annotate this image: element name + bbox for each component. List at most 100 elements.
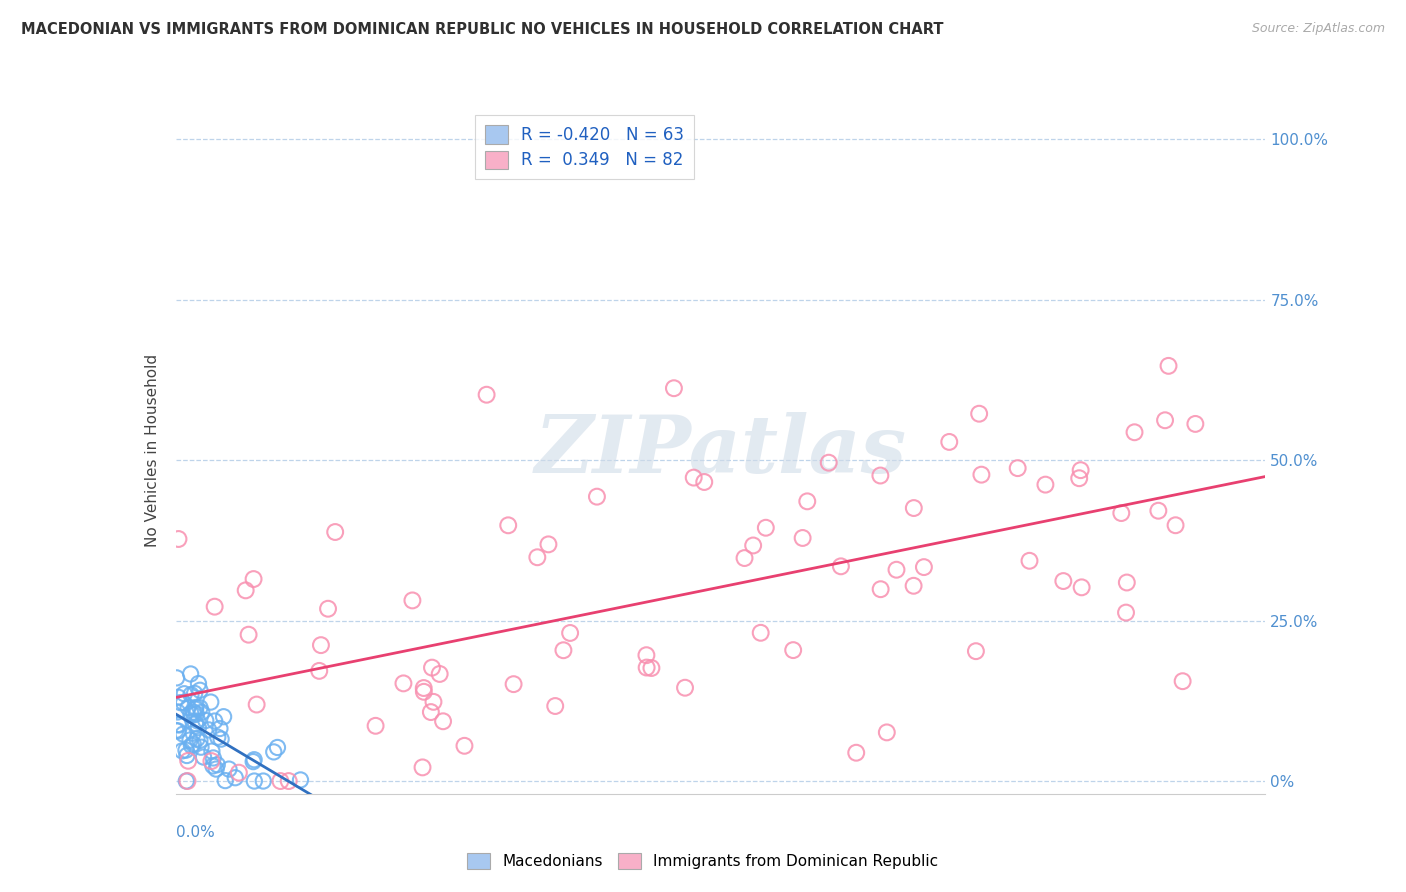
Point xyxy=(188,683,211,698)
Point xyxy=(967,407,990,421)
Point xyxy=(212,709,235,723)
Point xyxy=(1069,471,1091,485)
Point xyxy=(1123,425,1146,440)
Point xyxy=(165,723,187,738)
Point xyxy=(174,743,197,757)
Point xyxy=(166,671,188,685)
Point xyxy=(167,723,190,738)
Point xyxy=(197,723,219,737)
Point xyxy=(190,706,212,720)
Point xyxy=(187,676,209,690)
Point xyxy=(316,601,339,615)
Point xyxy=(792,531,814,545)
Point xyxy=(876,725,898,739)
Point xyxy=(187,714,209,728)
Point xyxy=(172,744,194,758)
Point xyxy=(693,475,716,489)
Point xyxy=(845,746,868,760)
Point xyxy=(970,467,993,482)
Point xyxy=(181,726,204,740)
Point xyxy=(1157,359,1180,373)
Point xyxy=(636,660,658,674)
Point xyxy=(224,771,246,785)
Point xyxy=(1171,674,1194,689)
Text: ZIPatlas: ZIPatlas xyxy=(534,412,907,489)
Point xyxy=(817,456,839,470)
Point xyxy=(167,690,190,705)
Point xyxy=(682,470,704,484)
Point xyxy=(453,739,475,753)
Point xyxy=(755,521,778,535)
Point xyxy=(734,551,756,566)
Point xyxy=(179,733,201,747)
Point xyxy=(640,661,662,675)
Point xyxy=(544,699,567,714)
Point xyxy=(420,660,443,674)
Point xyxy=(242,755,264,769)
Point xyxy=(392,676,415,690)
Point xyxy=(412,681,434,695)
Point xyxy=(184,702,207,716)
Point xyxy=(188,700,211,714)
Point xyxy=(176,774,198,789)
Point xyxy=(167,718,190,732)
Point xyxy=(184,716,207,731)
Point xyxy=(183,707,205,722)
Point xyxy=(429,667,451,681)
Point xyxy=(183,705,205,719)
Point xyxy=(586,490,609,504)
Point xyxy=(169,696,191,710)
Point xyxy=(869,582,891,597)
Point xyxy=(1154,413,1177,427)
Point xyxy=(1164,518,1187,533)
Legend: Macedonians, Immigrants from Dominican Republic: Macedonians, Immigrants from Dominican R… xyxy=(461,847,945,875)
Point xyxy=(242,572,264,586)
Point xyxy=(323,524,346,539)
Point xyxy=(401,593,423,607)
Point xyxy=(636,648,658,663)
Point xyxy=(209,732,232,747)
Point xyxy=(187,721,209,735)
Point xyxy=(190,740,212,755)
Point xyxy=(202,751,225,765)
Point xyxy=(173,687,195,701)
Point xyxy=(742,539,765,553)
Legend: R = -0.420   N = 63, R =  0.349   N = 82: R = -0.420 N = 63, R = 0.349 N = 82 xyxy=(475,115,695,179)
Point xyxy=(204,714,226,728)
Point xyxy=(869,468,891,483)
Point xyxy=(496,518,519,533)
Point xyxy=(938,434,960,449)
Point xyxy=(796,494,818,508)
Point xyxy=(965,644,987,658)
Point xyxy=(201,759,224,773)
Point xyxy=(243,774,266,789)
Point xyxy=(180,667,202,681)
Point xyxy=(1184,417,1206,431)
Point xyxy=(214,773,236,788)
Point xyxy=(266,740,288,755)
Point xyxy=(277,774,299,789)
Y-axis label: No Vehicles in Household: No Vehicles in Household xyxy=(145,354,160,547)
Point xyxy=(235,583,257,598)
Point xyxy=(188,733,211,747)
Point xyxy=(167,532,190,546)
Point xyxy=(177,754,200,768)
Point xyxy=(269,774,291,789)
Point xyxy=(194,714,217,728)
Point xyxy=(208,722,231,736)
Point xyxy=(176,774,198,789)
Text: Source: ZipAtlas.com: Source: ZipAtlas.com xyxy=(1251,22,1385,36)
Point xyxy=(558,626,581,640)
Point xyxy=(207,730,229,744)
Point xyxy=(537,537,560,551)
Point xyxy=(673,681,696,695)
Point xyxy=(181,737,204,751)
Point xyxy=(173,696,195,710)
Point xyxy=(205,762,228,776)
Point xyxy=(290,772,312,787)
Point xyxy=(172,727,194,741)
Point xyxy=(228,765,250,780)
Point xyxy=(1035,477,1057,491)
Point xyxy=(167,717,190,731)
Point xyxy=(186,706,208,721)
